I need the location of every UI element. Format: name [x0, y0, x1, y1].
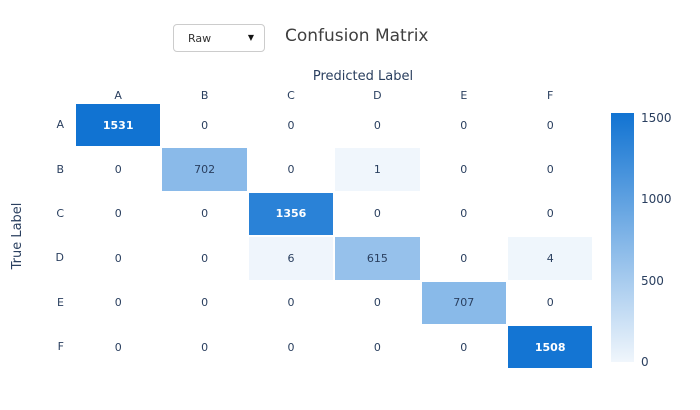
page-title: Confusion Matrix: [285, 26, 429, 46]
y-axis-title: True Label: [10, 202, 25, 270]
matrix-cell: 0: [76, 326, 161, 369]
y-tick-label: A: [56, 118, 64, 132]
colorbar-tick-label: 1000: [641, 192, 672, 207]
matrix-cell: 4: [508, 237, 593, 280]
matrix-cell: 0: [335, 326, 420, 369]
matrix-cell: 0: [335, 281, 420, 324]
colorbar-tick-label: 0: [641, 355, 649, 369]
matrix-cell: 0: [508, 148, 593, 191]
matrix-cell: 1508: [508, 326, 593, 369]
metric-dropdown[interactable]: Raw ▼: [173, 24, 265, 52]
y-tick-label: D: [55, 251, 64, 265]
matrix-cell: 0: [335, 104, 420, 147]
x-tick-label: F: [547, 89, 554, 102]
x-tick-label: B: [200, 89, 209, 102]
matrix-cell: 0: [421, 148, 506, 191]
x-tick-label: A: [114, 89, 122, 102]
matrix-cell: 702: [162, 148, 247, 191]
y-tick-label: E: [57, 295, 64, 309]
matrix-cell: 0: [335, 192, 420, 236]
matrix-cell: 0: [508, 104, 593, 147]
chevron-down-icon: ▼: [247, 33, 254, 42]
matrix-cell: 0: [248, 326, 334, 369]
matrix-cell: 0: [76, 281, 161, 324]
matrix-cell: 0: [76, 192, 161, 236]
x-axis-title: Predicted Label: [312, 69, 414, 84]
matrix-cell: 0: [421, 237, 506, 280]
matrix-cell: 0: [76, 148, 161, 191]
matrix-cell: 0: [421, 326, 506, 369]
matrix-cell: 0: [508, 281, 593, 324]
matrix-cell: 615: [335, 237, 420, 280]
matrix-cell: 0: [248, 104, 334, 147]
x-tick-label: C: [287, 89, 295, 102]
matrix-cell: 6: [248, 237, 334, 280]
y-tick-label: C: [56, 207, 64, 220]
matrix-cell: 0: [162, 237, 247, 280]
colorbar-tick-label: 1500: [641, 111, 672, 126]
matrix-cell: 1: [335, 148, 420, 191]
matrix-cell: 1531: [76, 104, 161, 147]
matrix-cell: 0: [76, 237, 161, 280]
colorbar-tick-label: 500: [641, 273, 664, 288]
matrix-cell: 0: [248, 148, 334, 191]
y-tick-label: F: [57, 340, 64, 354]
matrix-cell: 1356: [248, 192, 334, 236]
matrix-cell: 0: [162, 192, 247, 236]
y-tick-label: B: [56, 162, 64, 176]
matrix-cell: 0: [162, 281, 247, 324]
x-tick-label: E: [460, 89, 468, 102]
metric-dropdown-value: Raw: [188, 31, 212, 45]
colorbar: [611, 113, 634, 362]
matrix-cell: 0: [162, 326, 247, 369]
matrix-cell: 707: [421, 281, 506, 324]
x-tick-label: D: [373, 89, 382, 102]
matrix-cell: 0: [421, 192, 506, 236]
matrix-cell: 0: [421, 104, 506, 147]
matrix-cell: 0: [162, 104, 247, 147]
matrix-cell: 0: [248, 281, 334, 324]
matrix-cell: 0: [508, 192, 593, 236]
